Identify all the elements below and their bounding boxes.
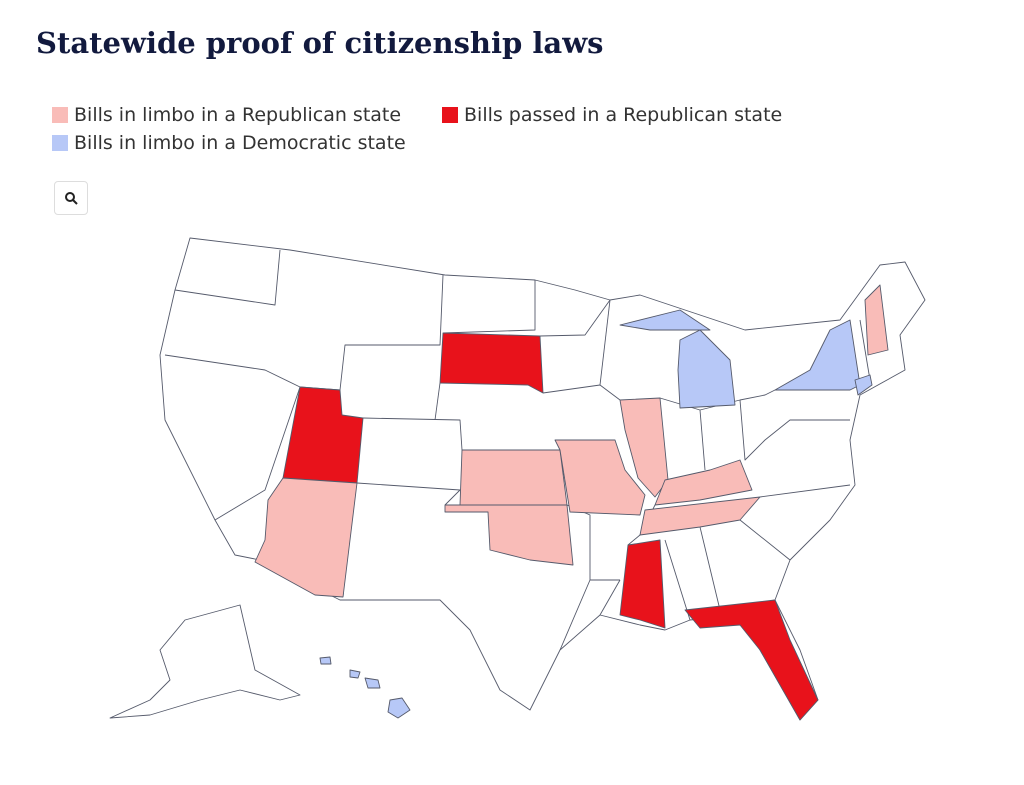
search-button[interactable]: [54, 181, 88, 215]
legend-label: Bills in limbo in a Republican state: [74, 104, 402, 126]
legend-item: Bills in limbo in a Republican state: [52, 104, 401, 126]
hawaii: [319, 656, 332, 665]
title: Statewide proof of citizenship laws: [36, 26, 604, 60]
legend-item: Bills passed in a Republican state: [442, 104, 782, 126]
state: [254, 477, 358, 598]
search-icon: [65, 192, 78, 205]
legend-label: Bills passed in a Republican state: [464, 104, 783, 126]
state: [439, 332, 544, 394]
state: [654, 459, 753, 506]
state: [619, 309, 711, 331]
state: [684, 599, 819, 721]
state: [774, 319, 861, 391]
alaska: [109, 604, 301, 719]
legend-swatch: [52, 107, 68, 123]
state: [619, 397, 669, 498]
legend-label: Bills in limbo in a Democratic state: [74, 132, 406, 154]
legend-swatch: [52, 135, 68, 151]
legend-item: Bills in limbo in a Democratic state: [52, 132, 406, 154]
hawaii: [349, 669, 361, 679]
state: [459, 449, 568, 506]
state: [854, 374, 873, 396]
hawaii: [387, 697, 411, 719]
state: [554, 439, 646, 516]
state: [619, 539, 666, 629]
state: [639, 496, 761, 536]
hawaii: [364, 677, 381, 689]
legend-swatch: [442, 107, 458, 123]
state: [444, 504, 574, 566]
state: [864, 284, 889, 356]
